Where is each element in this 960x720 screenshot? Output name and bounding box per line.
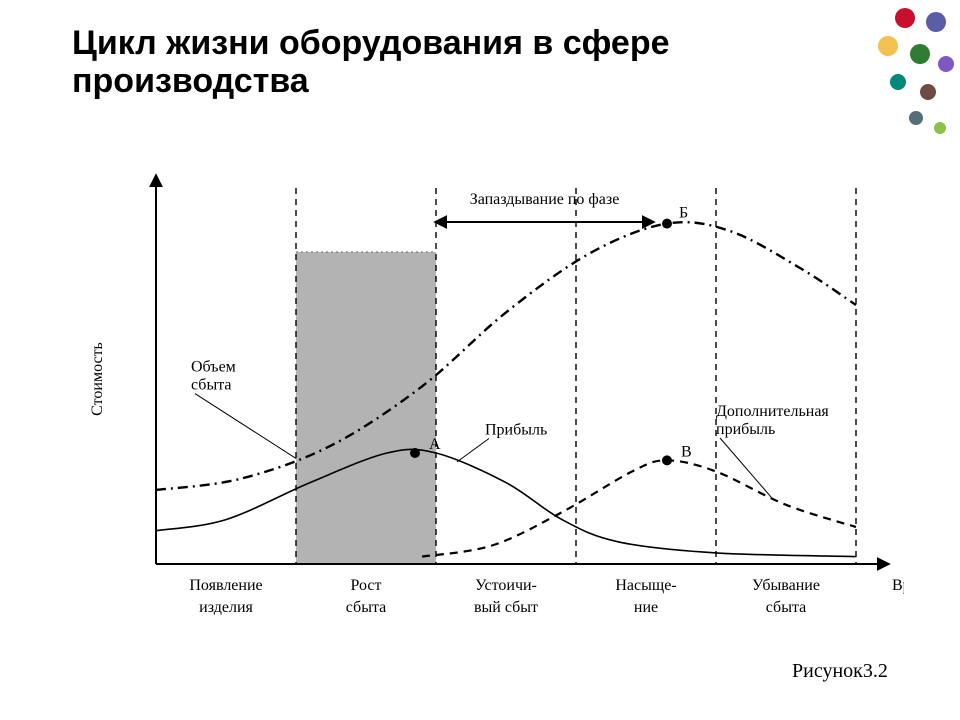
marker-label-A: А (429, 436, 441, 453)
series-extra_profit (422, 460, 856, 556)
figure-caption: Рисунок3.2 (792, 660, 888, 683)
slide-title: Цикл жизни оборудования в сфере производ… (72, 24, 752, 100)
stage-label: изделия (199, 599, 253, 616)
stage-label: Насыще- (615, 577, 676, 594)
marker-A (410, 448, 420, 458)
series-label-leader-profit (457, 439, 489, 462)
y-axis-label: Стоимость (89, 342, 106, 416)
stage-label: сбыта (346, 599, 386, 616)
marker-label-V: В (681, 443, 692, 460)
stage-label: ние (634, 599, 658, 616)
stage-label: вый сбыт (474, 599, 538, 616)
stage-label: сбыта (766, 599, 806, 616)
decor-dot (920, 84, 936, 100)
series-label-profit: Прибыль (485, 422, 547, 439)
decor-dot (878, 36, 898, 56)
marker-B (662, 219, 672, 229)
series-label-extra_profit: прибыль (716, 421, 775, 438)
series-label-volume: Объем (191, 359, 236, 376)
decor-dot (895, 8, 915, 28)
stage-label: Рост (351, 577, 382, 594)
marker-V (662, 455, 672, 465)
series-volume (156, 222, 856, 490)
stage-label: Появление (189, 577, 262, 594)
series-label-extra_profit: Дополнительная (716, 403, 829, 420)
stage-label: Устоичи- (475, 577, 537, 594)
decor-dot (909, 111, 923, 125)
marker-label-B: Б (679, 205, 688, 222)
decor-dot (890, 74, 906, 90)
x-axis-label: Время (892, 577, 904, 594)
shaded-band (296, 252, 436, 564)
series-label-volume: сбыта (191, 377, 231, 394)
lifecycle-chart: Стоимость Время Появление изделия Рост сбыта У… (56, 164, 904, 644)
stage-label: Убывание (752, 577, 820, 594)
decor-dot (934, 122, 946, 134)
series-label-leader-volume (195, 394, 296, 459)
decor-dot (938, 56, 954, 72)
series-label-leader-extra_profit (720, 438, 772, 498)
decor-dot (926, 12, 946, 32)
phase-delay-label: Запаздывание по фазе (470, 191, 620, 208)
decor-dot (910, 44, 930, 64)
